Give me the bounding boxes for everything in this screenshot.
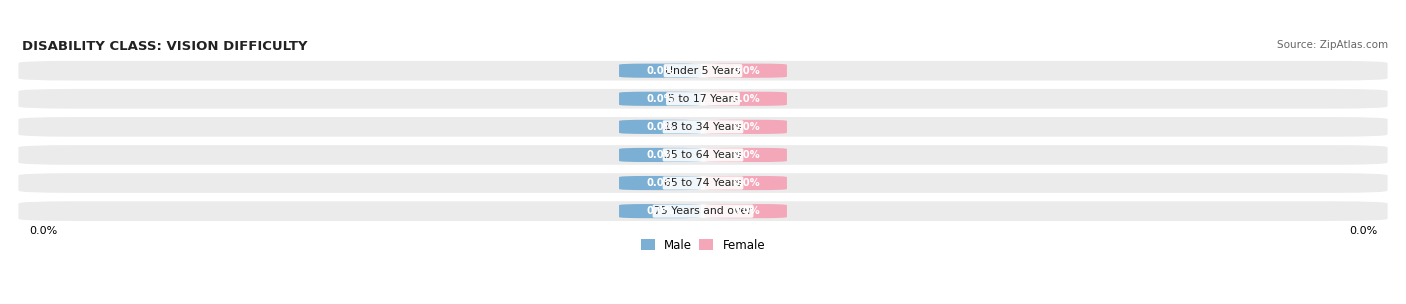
Text: 0.0%: 0.0% xyxy=(733,150,759,160)
FancyBboxPatch shape xyxy=(18,201,1388,221)
FancyBboxPatch shape xyxy=(18,173,1388,193)
Text: Under 5 Years: Under 5 Years xyxy=(665,66,741,76)
Text: 75 Years and over: 75 Years and over xyxy=(654,206,752,216)
Text: 0.0%: 0.0% xyxy=(733,94,759,104)
FancyBboxPatch shape xyxy=(18,117,1388,137)
Text: 0.0%: 0.0% xyxy=(733,206,759,216)
Text: 35 to 64 Years: 35 to 64 Years xyxy=(664,150,742,160)
Text: Source: ZipAtlas.com: Source: ZipAtlas.com xyxy=(1277,40,1388,50)
Text: 0.0%: 0.0% xyxy=(647,122,673,132)
Text: 0.0%: 0.0% xyxy=(28,226,58,236)
FancyBboxPatch shape xyxy=(619,64,702,78)
Text: 18 to 34 Years: 18 to 34 Years xyxy=(664,122,742,132)
Text: DISABILITY CLASS: VISION DIFFICULTY: DISABILITY CLASS: VISION DIFFICULTY xyxy=(22,40,308,53)
Legend: Male, Female: Male, Female xyxy=(636,234,770,256)
FancyBboxPatch shape xyxy=(704,92,787,106)
Text: 0.0%: 0.0% xyxy=(647,178,673,188)
Text: 0.0%: 0.0% xyxy=(1348,226,1378,236)
FancyBboxPatch shape xyxy=(18,145,1388,165)
FancyBboxPatch shape xyxy=(18,61,1388,81)
FancyBboxPatch shape xyxy=(704,204,787,218)
Text: 0.0%: 0.0% xyxy=(647,66,673,76)
Text: 65 to 74 Years: 65 to 74 Years xyxy=(664,178,742,188)
Text: 5 to 17 Years: 5 to 17 Years xyxy=(668,94,738,104)
Text: 0.0%: 0.0% xyxy=(733,66,759,76)
FancyBboxPatch shape xyxy=(619,120,702,134)
FancyBboxPatch shape xyxy=(704,64,787,78)
Text: 0.0%: 0.0% xyxy=(733,178,759,188)
FancyBboxPatch shape xyxy=(619,148,702,162)
FancyBboxPatch shape xyxy=(704,148,787,162)
Text: 0.0%: 0.0% xyxy=(647,150,673,160)
FancyBboxPatch shape xyxy=(704,120,787,134)
FancyBboxPatch shape xyxy=(619,204,702,218)
Text: 0.0%: 0.0% xyxy=(733,122,759,132)
Text: 0.0%: 0.0% xyxy=(647,206,673,216)
FancyBboxPatch shape xyxy=(619,176,702,190)
FancyBboxPatch shape xyxy=(619,92,702,106)
Text: 0.0%: 0.0% xyxy=(647,94,673,104)
FancyBboxPatch shape xyxy=(704,176,787,190)
FancyBboxPatch shape xyxy=(18,89,1388,109)
